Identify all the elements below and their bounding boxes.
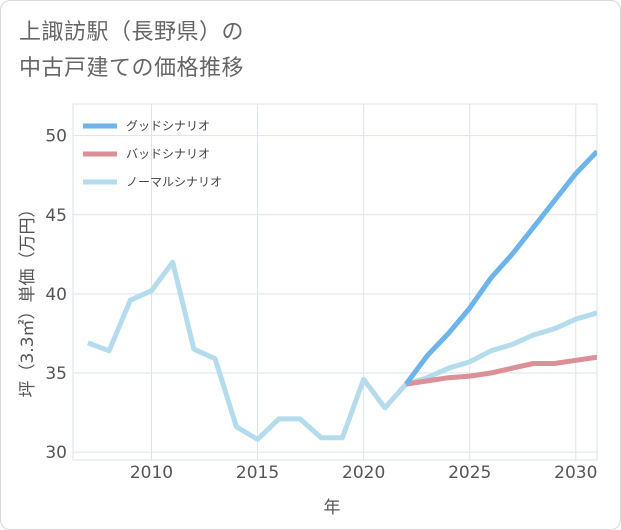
x-tick-label: 2010 bbox=[130, 463, 173, 483]
series-lines bbox=[87, 149, 597, 442]
legend-label: ノーマルシナリオ bbox=[126, 175, 222, 189]
series-line-3 bbox=[87, 259, 597, 442]
x-axis-label: 年 bbox=[324, 498, 341, 518]
chart-title: 上諏訪駅（長野県）の 中古戸建ての価格推移 bbox=[19, 15, 244, 87]
grid-lines bbox=[72, 103, 598, 461]
chart-title-line-1: 上諏訪駅（長野県）の bbox=[19, 20, 245, 45]
y-tick-label: 30 bbox=[45, 443, 67, 463]
series-line-2 bbox=[405, 354, 597, 387]
y-tick-label: 50 bbox=[45, 127, 67, 147]
x-tick-label: 2020 bbox=[342, 463, 385, 483]
chart-title-line-2: 中古戸建ての価格推移 bbox=[19, 56, 245, 81]
y-tick-label: 35 bbox=[45, 364, 67, 384]
x-tick-label: 2025 bbox=[448, 463, 491, 483]
x-tick-label: 2030 bbox=[554, 463, 597, 483]
legend-label: グッドシナリオ bbox=[126, 119, 210, 133]
axis-ticks: 2010 2015 2020 2025 2030 30 35 40 45 50 bbox=[45, 127, 597, 483]
series-line-1 bbox=[404, 149, 597, 386]
y-tick-label: 45 bbox=[45, 206, 67, 226]
y-tick-label: 40 bbox=[45, 285, 67, 305]
x-tick-label: 2015 bbox=[236, 463, 279, 483]
legend-label: バッドシナリオ bbox=[126, 147, 210, 161]
y-axis-label: 坪（3.3㎡）単価（万円） bbox=[18, 200, 38, 397]
plot-area bbox=[72, 103, 598, 461]
